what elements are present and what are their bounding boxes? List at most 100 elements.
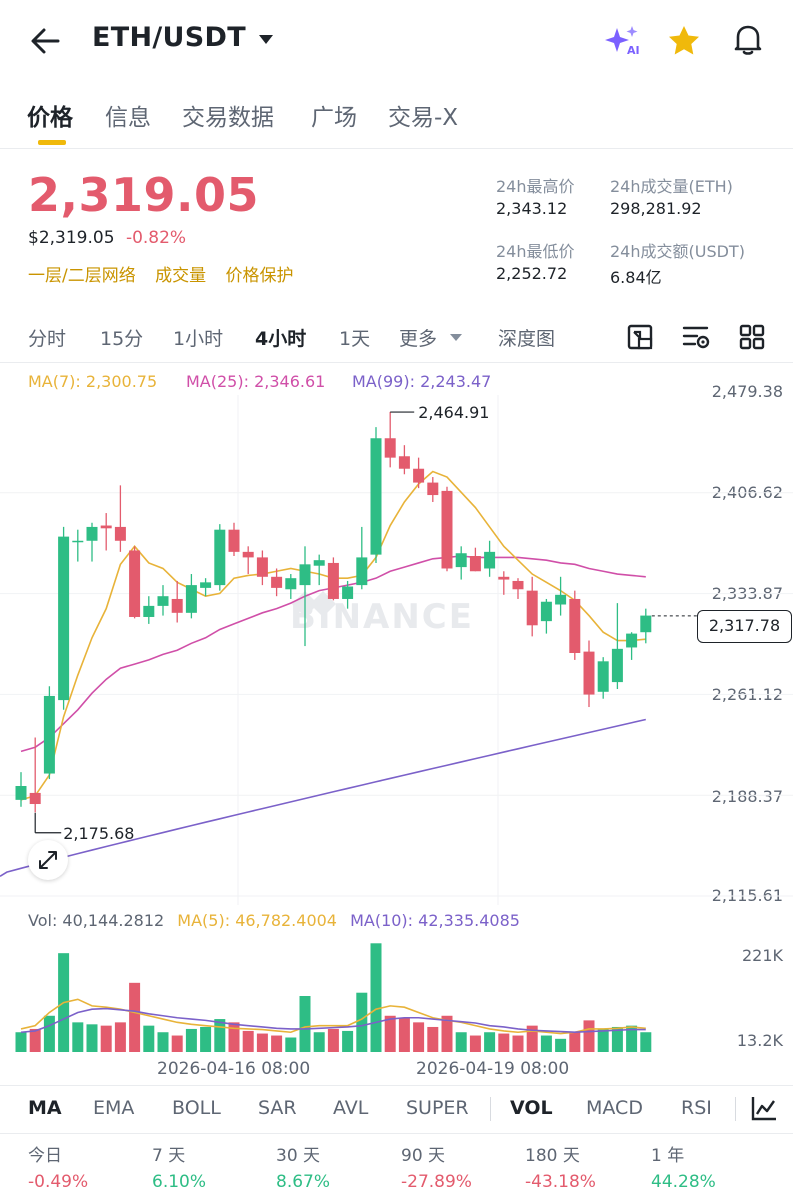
low-24h-label: 24h最低价 xyxy=(496,242,575,261)
divider xyxy=(0,1133,793,1134)
price-axis-tick: 2,479.38 xyxy=(711,382,783,401)
candle-up xyxy=(285,578,297,590)
candle-up xyxy=(58,536,70,701)
volume-bar xyxy=(469,1035,481,1052)
indicator-vol[interactable]: VOL xyxy=(510,1097,553,1119)
volume-bar xyxy=(185,1028,197,1052)
perf-value-180d: -43.18% xyxy=(525,1172,596,1192)
dropdown-caret-icon[interactable] xyxy=(258,34,274,46)
chart-settings-icon[interactable] xyxy=(626,323,654,351)
volume-chart[interactable] xyxy=(0,935,793,1055)
candle-up xyxy=(484,551,496,569)
indicator-settings-icon[interactable] xyxy=(681,323,711,351)
top-bar: ETH/USDT AI xyxy=(0,0,793,80)
volume-bar xyxy=(29,1028,41,1052)
interval-15m[interactable]: 15分 xyxy=(100,328,144,350)
interval-1h[interactable]: 1小时 xyxy=(173,328,224,350)
perf-value-today: -0.49% xyxy=(28,1172,89,1192)
star-icon[interactable] xyxy=(667,24,701,56)
perf-value-90d: -27.89% xyxy=(401,1172,472,1192)
volume-value: Vol: 40,144.2812 xyxy=(28,911,165,930)
volume-bar xyxy=(342,1030,354,1052)
more-dropdown-icon[interactable] xyxy=(449,333,463,343)
volume-bar xyxy=(626,1025,638,1052)
candle-down xyxy=(256,557,268,577)
candle-up xyxy=(626,633,638,648)
indicator-sar[interactable]: SAR xyxy=(258,1097,297,1119)
volume-bar xyxy=(569,1032,581,1052)
candle-down xyxy=(398,456,410,469)
volume-bar xyxy=(143,1025,155,1052)
ma99-line xyxy=(0,718,646,877)
bell-icon[interactable] xyxy=(732,22,764,56)
candle-down xyxy=(569,598,581,653)
tab-info[interactable]: 信息 xyxy=(105,105,151,131)
grid-layout-icon[interactable] xyxy=(738,323,766,351)
candle-up xyxy=(185,585,197,613)
candle-down xyxy=(583,651,595,695)
indicator-boll[interactable]: BOLL xyxy=(172,1097,221,1119)
candle-up xyxy=(86,526,98,541)
indicator-chart-icon[interactable] xyxy=(750,1094,778,1122)
volume-usdt-label: 24h成交额(USDT) xyxy=(610,242,745,261)
time-axis-label: 2026-04-16 08:00 xyxy=(157,1059,311,1079)
candle-down xyxy=(427,482,439,496)
volume-bar xyxy=(114,1022,126,1052)
divider xyxy=(0,148,793,149)
volume-bar xyxy=(256,1033,268,1052)
candle-down xyxy=(100,525,112,529)
candle-up xyxy=(370,438,382,555)
indicator-super[interactable]: SUPER xyxy=(406,1097,469,1119)
volume-bar xyxy=(427,1026,439,1052)
candle-down xyxy=(228,529,240,552)
candle-up xyxy=(611,648,623,683)
candle-up xyxy=(597,661,609,692)
volume-eth-label: 24h成交量(ETH) xyxy=(610,177,733,196)
perf-label-1y: 1 年 xyxy=(651,1146,685,1166)
tag-link-price-protection[interactable]: 价格保护 xyxy=(225,266,294,286)
volume-axis-tick: 13.2K xyxy=(736,1031,783,1050)
indicator-macd[interactable]: MACD xyxy=(586,1097,643,1119)
tag-link-layer[interactable]: 一层/二层网络 xyxy=(28,266,136,286)
volume-bar xyxy=(228,1022,240,1052)
price-axis-tick: 2,188.37 xyxy=(711,787,783,806)
fullscreen-button[interactable] xyxy=(28,840,68,880)
volume-bar xyxy=(441,1015,453,1052)
ai-sparkle-icon[interactable]: AI xyxy=(603,24,643,58)
candlestick-chart[interactable]: BINANCE 2,464.912,175.68 xyxy=(0,395,793,910)
candle-up xyxy=(299,564,311,586)
tab-price[interactable]: 价格 xyxy=(27,105,73,131)
volume-eth-value: 298,281.92 xyxy=(610,199,702,218)
candle-up xyxy=(313,560,325,566)
interval-depth[interactable]: 深度图 xyxy=(498,328,556,350)
volume-bar xyxy=(200,1026,212,1052)
perf-label-90d: 90 天 xyxy=(401,1146,446,1166)
price-subline: $2,319.05 -0.82% xyxy=(28,228,186,248)
candle-down xyxy=(29,792,41,805)
candle-up xyxy=(143,605,155,617)
high-24h-label: 24h最高价 xyxy=(496,177,575,196)
back-arrow-icon[interactable] xyxy=(28,26,62,56)
trading-pair-title[interactable]: ETH/USDT xyxy=(92,22,246,53)
indicator-avl[interactable]: AVL xyxy=(333,1097,369,1119)
interval-1d[interactable]: 1天 xyxy=(339,328,371,350)
candle-up xyxy=(555,594,567,605)
indicator-ma[interactable]: MA xyxy=(28,1097,62,1119)
tab-trade-x[interactable]: 交易-X xyxy=(388,105,459,131)
volume-bar xyxy=(86,1024,98,1052)
divider xyxy=(490,1097,491,1121)
tag-links: 一层/二层网络 成交量 价格保护 xyxy=(28,261,308,286)
candle-down xyxy=(498,576,510,580)
candle-down xyxy=(384,438,396,458)
interval-more[interactable]: 更多 xyxy=(399,328,438,350)
tag-link-volume[interactable]: 成交量 xyxy=(155,266,207,286)
indicator-ema[interactable]: EMA xyxy=(93,1097,135,1119)
last-price: 2,319.05 xyxy=(28,168,259,222)
volume-axis-tick: 221K xyxy=(741,946,783,965)
tab-square[interactable]: 广场 xyxy=(311,105,357,131)
perf-value-7d: 6.10% xyxy=(152,1172,207,1192)
indicator-rsi[interactable]: RSI xyxy=(681,1097,712,1119)
interval-4h[interactable]: 4小时 xyxy=(255,328,307,350)
tab-trading-data[interactable]: 交易数据 xyxy=(182,105,274,131)
interval-timeline[interactable]: 分时 xyxy=(28,328,67,350)
